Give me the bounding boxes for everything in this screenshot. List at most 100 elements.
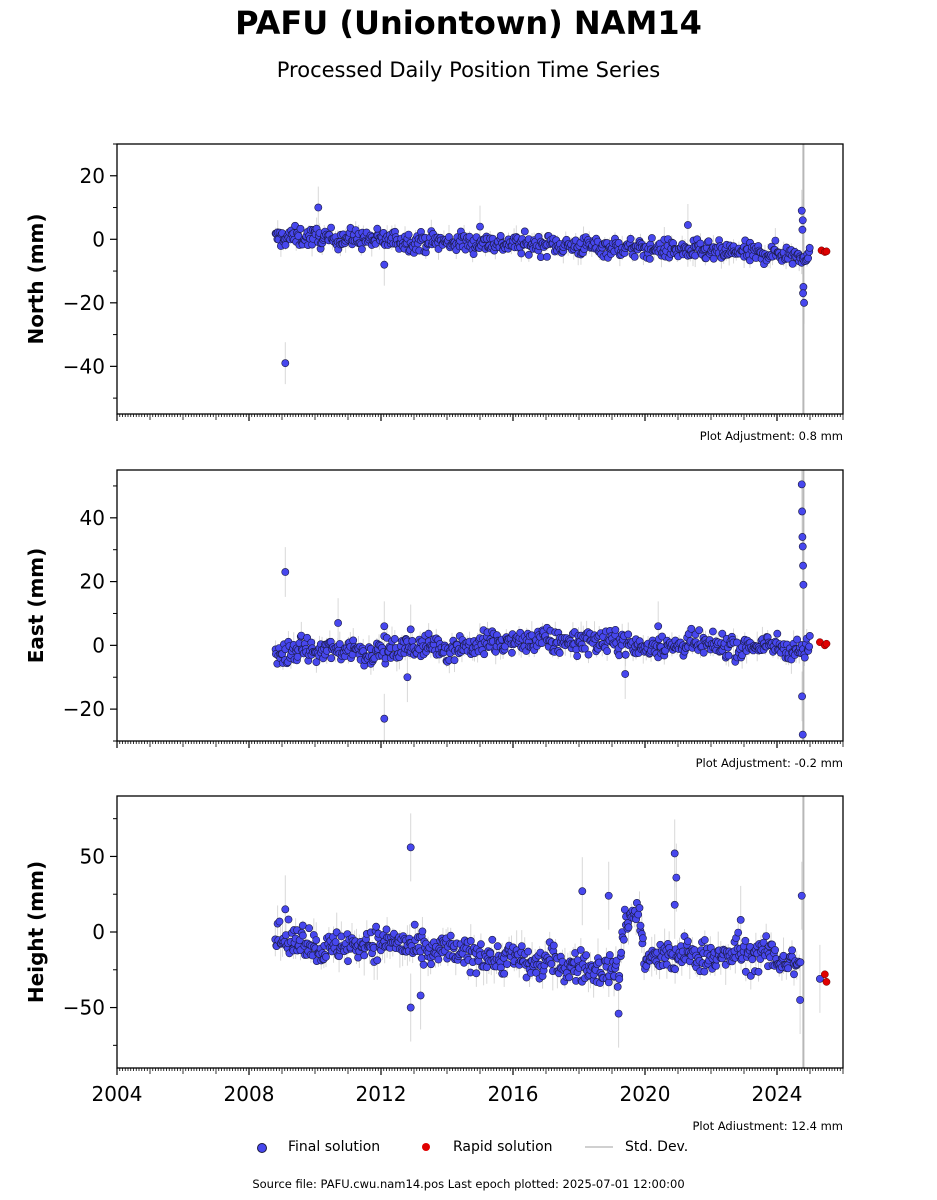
- legend-std: Std. Dev.: [585, 1139, 688, 1155]
- final-points-1: [271, 480, 814, 739]
- final-point: [699, 648, 708, 657]
- final-point: [797, 206, 806, 215]
- final-point: [635, 904, 644, 912]
- final-point: [565, 973, 573, 982]
- x-tick-label: 2016: [488, 1082, 539, 1106]
- final-point: [360, 951, 369, 960]
- final-point: [584, 650, 593, 659]
- y-tick-label: 20: [80, 164, 105, 188]
- final-point: [645, 254, 654, 263]
- final-points-0: [271, 203, 814, 368]
- source-footer: Source file: PAFU.cwu.nam14.pos Last epo…: [252, 1177, 685, 1191]
- final-point: [416, 991, 425, 1000]
- final-point: [797, 480, 806, 489]
- final-point: [754, 967, 763, 976]
- final-point: [773, 629, 782, 638]
- plot-adjustment: Plot Adjustment: -0.2 mm: [696, 756, 843, 770]
- y-tick-label: 20: [80, 570, 105, 594]
- final-point: [605, 951, 614, 959]
- final-point: [805, 243, 814, 252]
- final-point: [578, 887, 587, 896]
- final-point: [671, 965, 679, 974]
- final-point: [296, 224, 305, 233]
- final-point: [543, 252, 551, 261]
- final-point: [372, 922, 380, 931]
- final-point: [611, 626, 620, 634]
- final-point: [796, 958, 805, 967]
- final-point: [322, 953, 330, 961]
- final-point: [349, 636, 358, 645]
- final-point: [788, 946, 796, 955]
- axes-frame: [116, 795, 844, 1069]
- chart-title: PAFU (Uniontown) NAM14: [235, 4, 702, 42]
- final-point: [380, 622, 389, 631]
- final-point: [410, 920, 419, 929]
- final-point: [709, 627, 717, 636]
- y-tick-label: 50: [80, 844, 105, 868]
- final-point: [624, 923, 633, 932]
- final-point: [695, 626, 704, 635]
- legend-rapid-label: Rapid solution: [453, 1139, 553, 1155]
- final-point: [373, 956, 382, 965]
- final-point: [684, 221, 692, 229]
- final-point: [741, 967, 750, 976]
- final-point: [604, 978, 613, 987]
- final-point: [520, 227, 529, 236]
- final-point: [617, 948, 626, 957]
- panel-0: 20 0 −20 −40 North (mm) Plot Adjustment: 0.8 …: [24, 143, 844, 443]
- final-point: [524, 947, 532, 956]
- y-axis-label: Height (mm): [24, 861, 48, 1003]
- final-point: [748, 955, 757, 964]
- std-dev-bars-0: [275, 144, 810, 414]
- final-point: [736, 916, 745, 924]
- y-axis-label: East (mm): [24, 548, 48, 664]
- final-point: [466, 937, 475, 945]
- legend-rapid: Rapid solution: [413, 1139, 553, 1155]
- axes-frame: [116, 143, 844, 415]
- rapid-point: [821, 970, 829, 979]
- y-tick-label: −20: [63, 291, 105, 315]
- final-point: [419, 960, 428, 969]
- final-point: [390, 635, 399, 643]
- final-point: [406, 843, 415, 852]
- final-point: [804, 254, 812, 263]
- chart-subtitle: Processed Daily Position Time Series: [276, 58, 661, 82]
- final-point: [670, 849, 679, 858]
- y-tick-label: 0: [92, 920, 105, 944]
- final-point: [615, 651, 623, 660]
- final-point: [576, 946, 585, 954]
- final-point: [480, 650, 489, 659]
- final-point: [793, 635, 801, 644]
- final-point: [403, 673, 412, 682]
- final-point: [476, 222, 484, 231]
- plot-area-2: [271, 796, 831, 1068]
- final-point: [507, 648, 516, 657]
- final-point: [334, 619, 342, 627]
- final-point: [799, 561, 807, 570]
- final-point: [687, 624, 696, 633]
- final-point: [790, 970, 798, 979]
- x-tick-label: 2008: [224, 1082, 275, 1106]
- final-marker-icon: [257, 1143, 267, 1153]
- final-point: [800, 298, 808, 307]
- final-point: [486, 949, 495, 958]
- final-point: [445, 233, 453, 241]
- final-point: [496, 231, 505, 240]
- final-point: [408, 637, 417, 645]
- final-point: [771, 946, 779, 954]
- plot-area-1: [271, 470, 831, 741]
- rapid-points-0: [817, 246, 831, 256]
- final-point: [816, 974, 824, 983]
- final-point: [503, 960, 511, 968]
- final-point: [517, 942, 526, 950]
- final-point: [373, 224, 382, 233]
- final-point: [305, 924, 313, 933]
- final-point: [741, 936, 750, 945]
- final-point: [294, 232, 303, 240]
- final-point: [636, 921, 645, 930]
- y-tick-label: 0: [92, 227, 105, 251]
- final-point: [654, 622, 663, 631]
- final-point: [798, 507, 806, 516]
- final-point: [798, 542, 807, 551]
- final-point: [357, 245, 366, 254]
